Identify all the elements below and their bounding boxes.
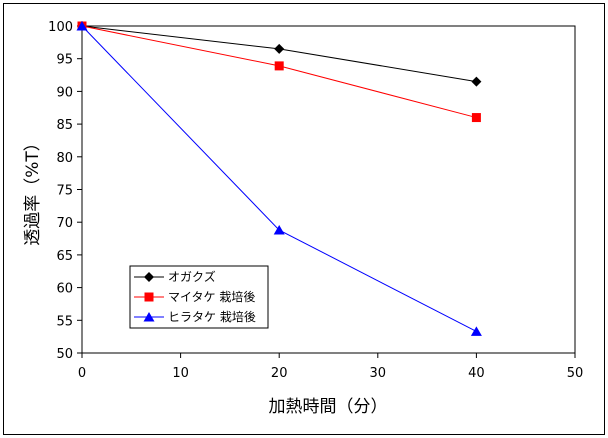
y-tick-label: 65 bbox=[56, 249, 73, 264]
y-tick-label: 100 bbox=[48, 20, 73, 35]
y-tick-label: 80 bbox=[56, 151, 73, 166]
y-axis-ticks: 50 55 60 65 70 75 80 85 90 95 100 bbox=[48, 20, 82, 362]
x-tick-label: 30 bbox=[370, 366, 387, 381]
legend-entry: オガクズ bbox=[134, 269, 216, 284]
x-axis-title: 加熱時間（分） bbox=[269, 397, 388, 417]
data-point bbox=[274, 61, 284, 71]
x-tick-label: 50 bbox=[567, 366, 584, 381]
legend-marker bbox=[144, 292, 154, 302]
legend-label: マイタケ 栽培後 bbox=[168, 289, 255, 304]
legend-marker bbox=[143, 312, 155, 322]
data-point bbox=[471, 76, 482, 87]
legend-entry: ヒラタケ 栽培後 bbox=[134, 309, 256, 324]
y-tick-label: 55 bbox=[56, 314, 73, 329]
series-3 bbox=[76, 21, 482, 336]
legend-entry: マイタケ 栽培後 bbox=[134, 289, 255, 304]
legend-label: ヒラタケ 栽培後 bbox=[168, 309, 256, 324]
y-tick-label: 75 bbox=[56, 184, 73, 199]
y-tick-label: 50 bbox=[56, 347, 73, 362]
y-tick-label: 95 bbox=[56, 53, 73, 68]
x-tick-label: 40 bbox=[468, 366, 485, 381]
legend-label: オガクズ bbox=[168, 269, 216, 284]
y-tick-label: 85 bbox=[56, 118, 73, 133]
x-tick-label: 20 bbox=[271, 366, 288, 381]
x-tick-label: 0 bbox=[78, 366, 86, 381]
x-tick-label: 10 bbox=[172, 366, 189, 381]
data-point bbox=[273, 225, 285, 235]
data-point bbox=[470, 326, 482, 336]
data-point bbox=[76, 21, 88, 31]
y-tick-label: 60 bbox=[56, 282, 73, 297]
data-point bbox=[274, 43, 285, 54]
x-axis-ticks: 0 10 20 30 40 50 bbox=[78, 353, 583, 381]
series-layer bbox=[76, 21, 482, 336]
y-tick-label: 90 bbox=[56, 85, 73, 100]
y-axis-title: 透過率（%T） bbox=[23, 134, 43, 246]
y-tick-label: 70 bbox=[56, 216, 73, 231]
legend-marker bbox=[144, 272, 154, 282]
data-point bbox=[471, 113, 481, 123]
